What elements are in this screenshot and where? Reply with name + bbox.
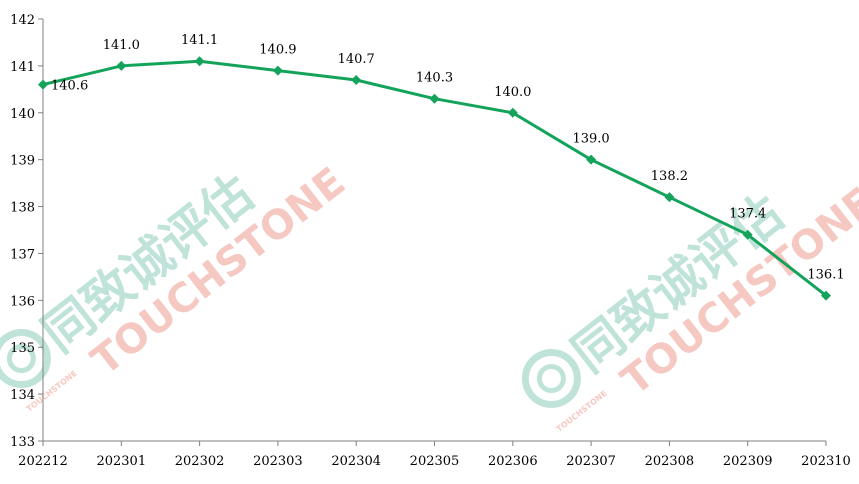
- x-tick-label: 202307: [566, 454, 616, 469]
- data-label: 136.1: [807, 268, 844, 283]
- data-label: 140.7: [338, 52, 375, 67]
- data-point-marker: [429, 93, 440, 104]
- axes: 133 134 135 136 137 138 139 140 141 142 202212 2023…: [10, 13, 851, 469]
- watermark-logo-ring: [521, 349, 581, 409]
- x-tick-label: 202304: [331, 454, 381, 469]
- watermark-logo-core: [536, 364, 566, 394]
- data-label: 137.4: [729, 207, 766, 222]
- y-tick-label: 135: [10, 341, 35, 356]
- data-point-marker: [742, 229, 753, 240]
- watermark-small-text: TOUCHSTONE: [555, 389, 609, 434]
- y-tick-label: 142: [10, 13, 35, 28]
- data-label: 140.9: [259, 43, 296, 58]
- y-tick-label: 136: [10, 294, 35, 309]
- x-tick-label: 202302: [175, 454, 225, 469]
- x-tick-label: 202306: [488, 454, 538, 469]
- y-tick-label: 141: [10, 60, 35, 75]
- data-point-marker: [821, 290, 831, 301]
- data-label: 138.2: [651, 169, 688, 184]
- data-point-marker: [351, 74, 362, 85]
- data-point-marker: [38, 79, 48, 90]
- y-tick-label: 138: [10, 201, 35, 216]
- x-tick-label: 202301: [96, 454, 146, 469]
- data-point-marker: [586, 154, 597, 165]
- data-point-marker: [116, 60, 127, 71]
- y-tick-label: 133: [10, 435, 35, 450]
- data-point-marker: [507, 107, 518, 118]
- data-point-marker: [194, 56, 205, 67]
- y-tick-label: 134: [10, 388, 35, 403]
- data-label: 140.3: [416, 71, 453, 86]
- data-label: 139.0: [572, 132, 609, 147]
- y-tick-label: 137: [10, 247, 35, 262]
- data-point-marker: [664, 192, 675, 203]
- x-tick-label: 202309: [723, 454, 773, 469]
- y-tick-label: 139: [10, 154, 35, 169]
- x-tick-label: 202310: [801, 454, 851, 469]
- data-label: 141.1: [181, 33, 218, 48]
- watermark-logo-core: [6, 344, 36, 374]
- x-tick-label: 202305: [410, 454, 460, 469]
- x-tick-label: 202212: [18, 454, 68, 469]
- watermark-logo-ring: [0, 329, 51, 389]
- data-point-marker: [272, 65, 283, 76]
- x-tick-label: 202303: [253, 454, 303, 469]
- x-tick-label: 202308: [645, 454, 695, 469]
- y-tick-label: 140: [10, 107, 35, 122]
- series-group: [38, 56, 831, 301]
- data-label: 140.0: [494, 85, 531, 100]
- data-label: 141.0: [103, 38, 140, 53]
- data-label: 140.6: [51, 79, 88, 94]
- data-labels: 140.6 141.0 141.1 140.9 140.7 140.3 140.0 139.0…: [51, 33, 845, 282]
- watermark-group: 同致诚评估TOUCHSTONETOUCHSTONE同致诚评估TOUCHSTONE…: [0, 159, 859, 434]
